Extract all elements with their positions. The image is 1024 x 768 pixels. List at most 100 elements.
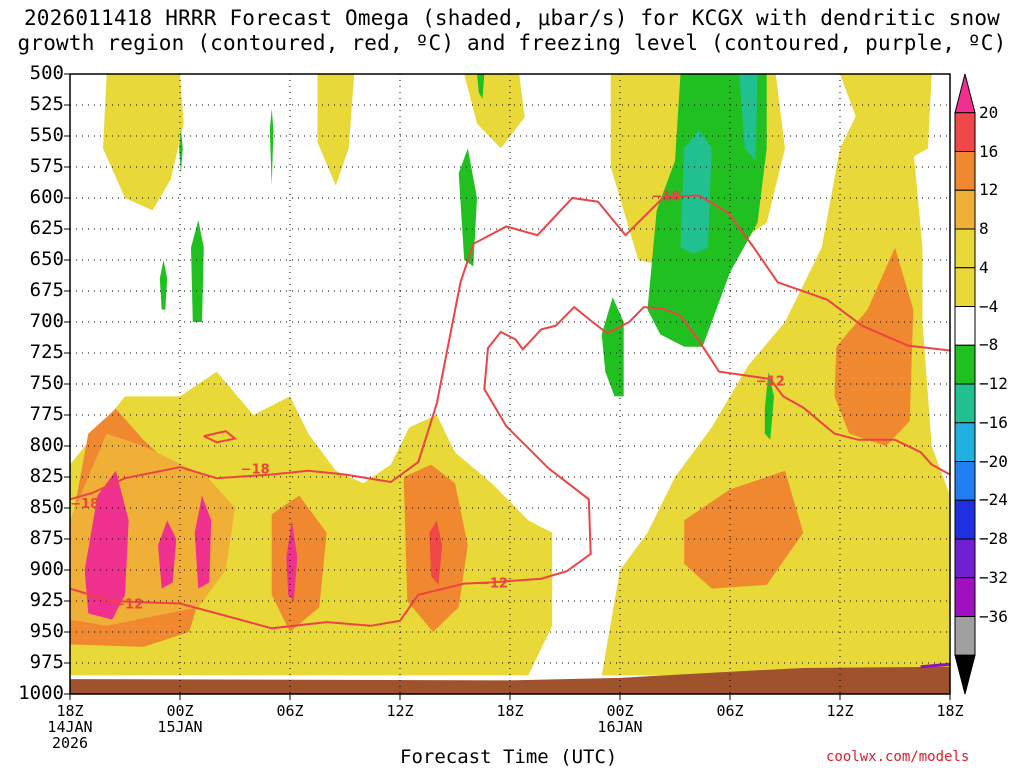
colorbar-swatch	[954, 344, 976, 385]
y-tick-label: 750	[29, 372, 64, 394]
omega-region-upper-yellow-left	[103, 74, 184, 211]
colorbar-label: −8	[979, 335, 999, 355]
omega-region-green-left-sm	[159, 260, 168, 310]
y-tick-label: 725	[29, 341, 64, 363]
y-tick-label: 700	[29, 310, 64, 332]
x-axis-title: Forecast Time (UTC)	[400, 746, 618, 768]
x-tick-label: 12Z	[826, 702, 854, 720]
terrain	[70, 666, 950, 694]
colorbar-swatch	[954, 306, 976, 346]
omega-region-green-mid-thin	[269, 108, 274, 186]
y-tick-label: 525	[29, 93, 64, 115]
omega-region-upper-yellow-mid	[317, 74, 355, 186]
x-tick-label: 14JAN	[47, 718, 93, 736]
contour-label-dgz_-18: −18	[241, 462, 270, 477]
colorbar-swatch	[954, 267, 976, 307]
omega-region-green-top-18z	[477, 74, 485, 99]
y-tick-label: 975	[29, 651, 64, 673]
contour-layer: −18 −18 −18 −12 −12 −12	[70, 190, 950, 669]
x-tick-label: 06Z	[276, 702, 304, 720]
contour-dgz_-18	[70, 194, 950, 501]
contour-blob_-18	[203, 430, 238, 444]
contour-label-dgz_-12: −12	[756, 374, 785, 389]
x-tick-label: 18Z	[56, 702, 84, 720]
omega-region-orange-right	[684, 470, 804, 589]
x-tick-label: 16JAN	[597, 718, 643, 736]
x-tick-label: 18Z	[936, 702, 964, 720]
y-tick-label: 600	[29, 186, 64, 208]
omega-region-magenta-06z	[286, 520, 298, 601]
omega-region-upper-yellow-mid2	[464, 74, 525, 149]
omega-region-orange-right-upper	[834, 247, 914, 446]
y-tick-label: 950	[29, 620, 64, 642]
y-tick-label: 575	[29, 155, 64, 177]
y-tick-label: 775	[29, 403, 64, 425]
omega-region-orange-mid	[271, 495, 327, 632]
contour-label-dgz_-18: −18	[70, 497, 99, 512]
omega-shading	[70, 74, 950, 676]
contour-label-dgz_-18: −18	[651, 190, 680, 205]
colorbar-label: −4	[979, 296, 999, 316]
y-tick-label: 800	[29, 434, 64, 456]
y-tick-label: 625	[29, 217, 64, 239]
colorbar-label: −36	[979, 606, 1008, 626]
x-tick-label: 06Z	[716, 702, 744, 720]
colorbar-swatch	[954, 112, 976, 152]
plot-frame	[69, 73, 951, 695]
colorbar	[954, 73, 976, 695]
y-tick-label: 925	[29, 589, 64, 611]
omega-region-green-00z-col	[601, 297, 624, 397]
colorbar-swatch	[954, 422, 976, 462]
omega-region-green-08z	[764, 371, 774, 440]
grid-lines	[64, 73, 951, 700]
y-tick-label: 900	[29, 558, 64, 580]
colorbar-label: −12	[979, 374, 1008, 393]
y-tick-label: 550	[29, 124, 64, 146]
y-tick-label: 850	[29, 496, 64, 518]
x-tick-label: 00Z	[166, 702, 194, 720]
y-tick-label: 1000	[18, 682, 64, 704]
x-tick-label: 15JAN	[157, 718, 203, 736]
omega-region-green-teal-top	[739, 74, 758, 161]
contour-label-dgz_-12: −12	[114, 597, 143, 612]
x-tick-label: 18Z	[496, 702, 524, 720]
omega-region-magenta-15jan-b	[194, 495, 212, 589]
colorbar-label: −32	[979, 567, 1008, 587]
x-tick-label: 12Z	[386, 702, 414, 720]
terrain-layer	[70, 666, 950, 694]
omega-region-green-left-col	[191, 220, 204, 322]
y-tick-label: 675	[29, 279, 64, 301]
colorbar-label: 16	[979, 141, 999, 161]
x-tick-label: 00Z	[606, 702, 634, 720]
colorbar-label: 4	[979, 257, 989, 277]
colorbar-swatch	[954, 228, 976, 269]
colorbar-swatch	[954, 383, 976, 424]
y-tick-label: 650	[29, 248, 64, 270]
colorbar-swatch	[954, 577, 976, 617]
omega-region-upper-yellow-right2	[840, 74, 932, 167]
colorbar-swatch	[954, 654, 976, 695]
omega-region-green-teal	[680, 129, 712, 254]
chart-title-line-1: 2026011418 HRRR Forecast Omega (shaded, …	[23, 6, 1001, 30]
colorbar-label: 12	[979, 180, 999, 200]
colorbar-swatch	[954, 538, 976, 579]
credit-text: coolwx.com/models	[826, 749, 970, 765]
contour-label-dgz_-12: −12	[479, 576, 508, 591]
colorbar-swatch	[954, 616, 976, 656]
omega-region-magenta-15jan	[158, 520, 177, 589]
y-tick-label: 825	[29, 465, 64, 487]
colorbar-label: −16	[979, 412, 1008, 432]
colorbar-label: −24	[979, 490, 1008, 510]
omega-region-magenta-left	[84, 470, 129, 620]
colorbar-label: −28	[979, 529, 1008, 548]
colorbar-label: 8	[979, 219, 989, 238]
colorbar-swatch	[954, 461, 976, 501]
contour-dgz_-12	[70, 305, 950, 630]
colorbar-swatch	[954, 189, 976, 230]
omega-region-green-18z-col	[458, 148, 477, 267]
x-tick-label: 2026	[51, 734, 89, 752]
freezing-level-contour	[920, 662, 950, 669]
chart-title-line-2: growth region (contoured, red, ºC) and f…	[17, 31, 1007, 55]
colorbar-swatch	[954, 151, 976, 191]
